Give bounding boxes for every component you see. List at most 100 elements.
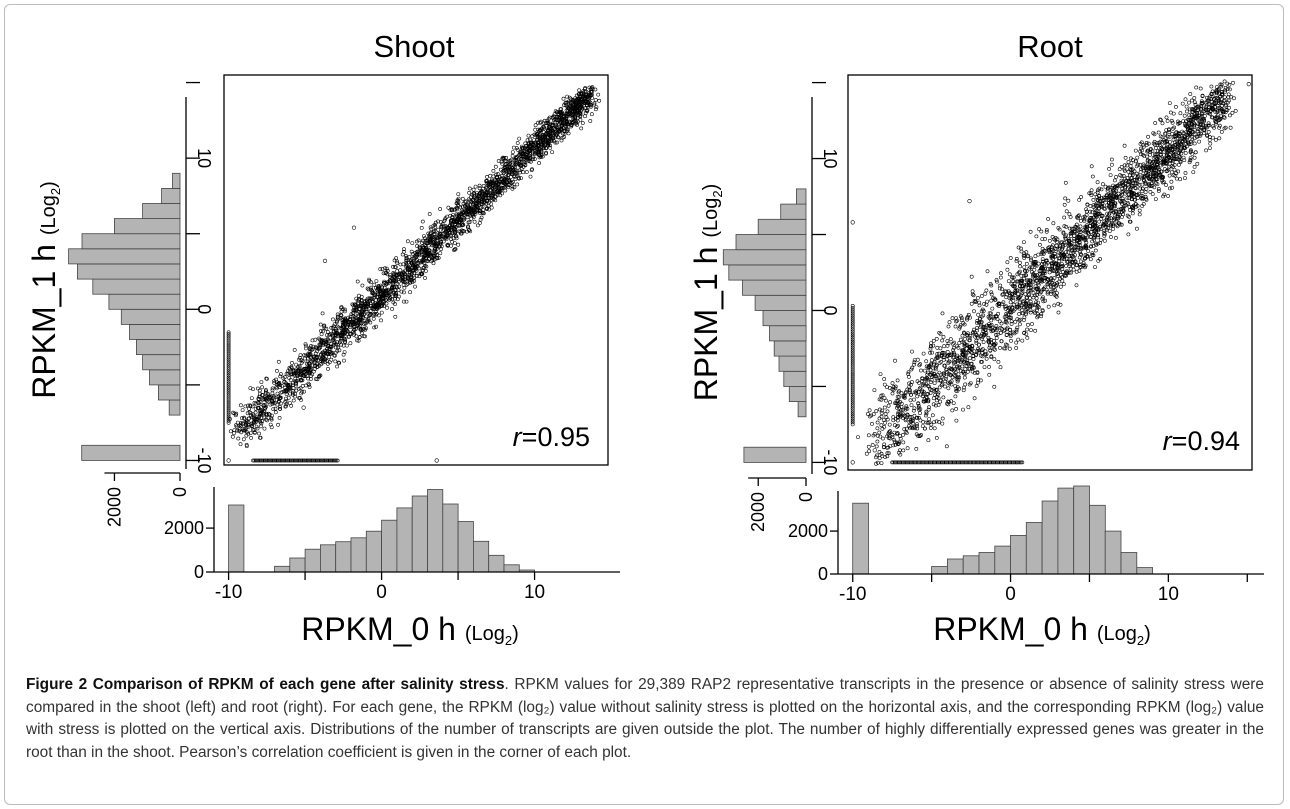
scatter-point xyxy=(318,322,323,327)
scatter-point xyxy=(372,325,377,330)
scatter-point xyxy=(503,188,508,193)
scatter-point xyxy=(419,225,424,230)
scatter-point xyxy=(1067,226,1072,231)
scatter-point xyxy=(377,301,381,306)
scatter-point xyxy=(421,234,426,239)
scatter-point xyxy=(1153,197,1158,202)
scatter-point xyxy=(290,391,295,396)
scatter-point xyxy=(342,307,347,312)
scatter-point xyxy=(940,382,945,387)
scatter-point xyxy=(368,303,373,308)
scatter-point xyxy=(368,311,373,316)
scatter-point xyxy=(1138,170,1143,175)
scatter-point xyxy=(360,283,365,288)
scatter-point xyxy=(519,176,523,181)
panel-title: Shoot xyxy=(373,29,454,64)
scatter-point xyxy=(1114,235,1118,240)
scatter-point xyxy=(248,431,253,436)
scatter-point xyxy=(264,404,269,409)
scatter-point xyxy=(414,254,419,259)
scatter-point xyxy=(425,259,430,264)
scatter-point xyxy=(252,421,257,425)
scatter-point xyxy=(866,433,871,438)
scatter-point xyxy=(375,307,379,312)
scatter-point xyxy=(299,397,303,402)
scatter-point xyxy=(1064,209,1069,214)
scatter-point xyxy=(488,187,493,192)
scatter-point xyxy=(337,361,342,365)
scatter-point xyxy=(1077,197,1082,202)
scatter-point xyxy=(946,324,951,329)
scatter-point xyxy=(564,125,568,129)
scatter-point xyxy=(1005,267,1010,272)
scatter-point xyxy=(481,183,486,188)
scatter-point xyxy=(566,131,571,136)
scatter-point xyxy=(996,359,1001,364)
scatter-point xyxy=(308,377,313,382)
x-axis xyxy=(214,571,620,580)
scatter-point xyxy=(891,418,896,423)
scatter-point xyxy=(286,371,291,376)
scatter-point xyxy=(1101,182,1105,187)
scatter-point xyxy=(428,225,433,230)
scatter-point xyxy=(954,319,959,324)
scatter-point xyxy=(537,153,542,158)
scatter-point xyxy=(566,101,571,106)
scatter-point xyxy=(404,260,409,265)
scatter-point xyxy=(463,199,468,204)
scatter-point xyxy=(1209,84,1214,89)
scatter-point xyxy=(536,143,541,148)
scatter-point xyxy=(276,422,281,427)
scatter-point xyxy=(263,395,268,400)
scatter-point xyxy=(550,130,555,135)
scatter-point xyxy=(439,247,444,252)
scatter-point xyxy=(875,439,880,444)
scatter-point xyxy=(271,407,276,412)
scatter-point xyxy=(1208,141,1213,146)
scatter-point xyxy=(565,105,570,109)
scatter-point xyxy=(294,382,299,387)
scatter-point xyxy=(354,322,359,327)
x-hist-bar xyxy=(457,521,474,573)
scatter-point xyxy=(261,402,266,407)
scatter-point xyxy=(1169,118,1174,123)
scatter-point xyxy=(507,167,512,172)
scatter-point xyxy=(588,119,593,123)
scatter-point xyxy=(969,274,974,279)
scatter-point xyxy=(500,169,505,174)
scatter-point xyxy=(887,422,892,427)
scatter-point xyxy=(1228,113,1232,118)
scatter-point xyxy=(1222,95,1227,100)
scatter-point xyxy=(335,324,340,329)
scatter-point xyxy=(322,324,327,329)
scatter-point xyxy=(307,385,312,389)
scatter-point xyxy=(386,294,391,298)
scatter-point xyxy=(1109,235,1113,239)
scatter-point xyxy=(257,397,261,401)
scatter-point xyxy=(424,264,429,269)
y-tick-label: -10 xyxy=(194,447,214,473)
scatter-point xyxy=(524,170,529,174)
scatter-point xyxy=(518,152,523,156)
scatter-point xyxy=(465,215,470,220)
scatter-point xyxy=(295,373,300,378)
scatter-point xyxy=(305,352,310,357)
x-hist-bar xyxy=(274,565,291,573)
scatter-point xyxy=(484,179,488,184)
scatter-point xyxy=(260,397,265,402)
scatter-point xyxy=(588,100,593,105)
scatter-point xyxy=(443,217,447,222)
scatter-point xyxy=(1038,242,1042,247)
scatter-point xyxy=(255,386,260,391)
scatter-point xyxy=(235,420,240,425)
scatter-point xyxy=(988,343,992,348)
scatter-point xyxy=(446,205,451,210)
scatter-point xyxy=(421,266,426,271)
scatter-point xyxy=(477,221,482,225)
scatter-point xyxy=(927,417,931,422)
scatter-point xyxy=(1108,173,1113,178)
scatter-point xyxy=(415,244,419,248)
scatter-point xyxy=(888,400,893,405)
scatter-point xyxy=(361,334,366,339)
